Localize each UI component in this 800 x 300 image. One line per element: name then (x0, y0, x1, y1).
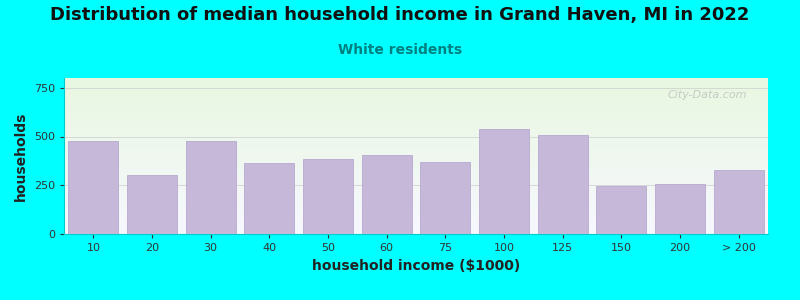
Y-axis label: households: households (14, 111, 28, 201)
Bar (479, 129, 529, 234)
Bar (127, 175, 177, 234)
Bar (538, 134, 587, 234)
Text: City-Data.com: City-Data.com (667, 91, 747, 100)
Bar (303, 159, 353, 234)
Bar (655, 184, 705, 234)
Bar (69, 141, 118, 234)
Bar (245, 163, 294, 234)
Bar (421, 162, 470, 234)
Text: Distribution of median household income in Grand Haven, MI in 2022: Distribution of median household income … (50, 6, 750, 24)
Bar (186, 141, 235, 234)
Text: White residents: White residents (338, 44, 462, 58)
Bar (362, 155, 411, 234)
Bar (714, 169, 763, 234)
Bar (596, 186, 646, 234)
X-axis label: household income ($1000): household income ($1000) (312, 259, 520, 273)
